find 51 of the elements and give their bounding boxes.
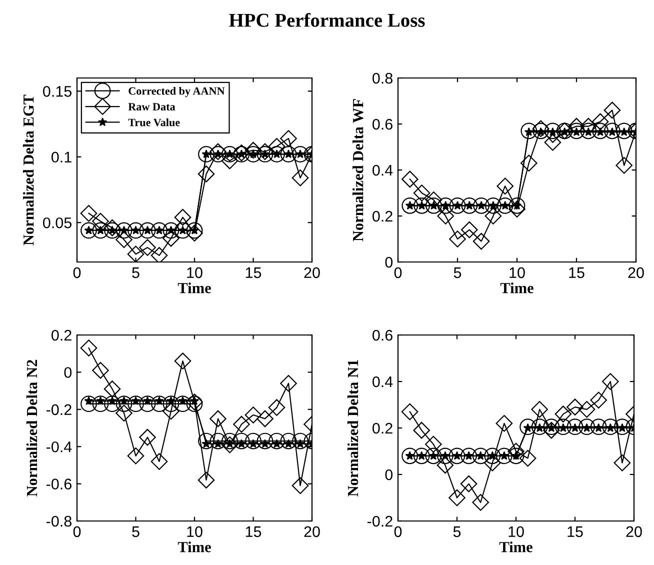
x-tick-label: 15 (568, 526, 583, 538)
y-tick-label: -0.6 (46, 478, 72, 490)
legend-label: True Value (128, 118, 180, 126)
x-tick-label: 20 (628, 267, 644, 278)
y-tick-label: 0.2 (372, 210, 392, 222)
x-tick-label: 20 (304, 526, 320, 538)
y-tick-label: 0 (64, 367, 72, 378)
y-tick-label: 0.05 (43, 217, 72, 228)
x-tick-label: 0 (73, 526, 81, 538)
y-tick-label: 0.6 (372, 330, 392, 341)
y-tick-label: 0 (385, 256, 393, 268)
x-tick-label: 0 (394, 267, 402, 278)
x-axis-title: Time (178, 541, 211, 552)
x-tick-label: 20 (626, 526, 642, 538)
x-tick-label: 10 (187, 526, 202, 538)
x-axis-title: Time (499, 541, 532, 552)
x-tick-label: 20 (304, 267, 320, 278)
y-tick-label: 0.2 (52, 330, 72, 341)
x-tick-label: 5 (454, 267, 462, 278)
x-tick-label: 0 (394, 526, 402, 538)
x-tick-label: 0 (73, 267, 81, 278)
y-tick-label: -0.2 (367, 516, 392, 527)
y-tick-label: 0.15 (43, 86, 72, 97)
y-tick-label: 0.4 (372, 164, 393, 176)
y-axis-title: Normalized Delta WF (352, 99, 364, 242)
x-tick-label: 10 (187, 267, 202, 278)
y-tick-label: -0.8 (46, 516, 72, 527)
y-tick-label: 0.6 (372, 118, 392, 130)
x-tick-label: 15 (569, 267, 584, 278)
y-tick-label: 0.8 (372, 72, 392, 84)
x-tick-label: 15 (246, 267, 262, 278)
y-tick-label: -0.2 (46, 404, 72, 416)
x-tick-label: 15 (246, 526, 262, 538)
y-axis-title: Normalized Delta N1 (347, 360, 358, 496)
legend-label: Corrected by AANN (128, 86, 225, 98)
y-tick-label: -0.4 (46, 441, 72, 452)
y-axis-title: Normalized Delta N2 (26, 360, 38, 496)
x-axis-title: Time (178, 282, 211, 294)
y-axis-title: Normalized Delta EGT (22, 94, 34, 246)
y-tick-label: 0 (385, 469, 393, 480)
x-axis-title: Time (500, 282, 534, 294)
x-tick-label: 5 (453, 526, 461, 538)
x-tick-label: 10 (510, 267, 525, 278)
x-tick-label: 5 (132, 526, 140, 538)
y-tick-label: 0.4 (372, 376, 393, 388)
chart-title: HPC Performance Loss (229, 12, 425, 27)
legend-label: Raw Data (128, 103, 176, 111)
x-tick-label: 10 (508, 526, 524, 538)
y-tick-label: 0.1 (52, 152, 72, 163)
y-tick-label: 0.2 (372, 422, 392, 434)
x-tick-label: 5 (132, 267, 140, 278)
